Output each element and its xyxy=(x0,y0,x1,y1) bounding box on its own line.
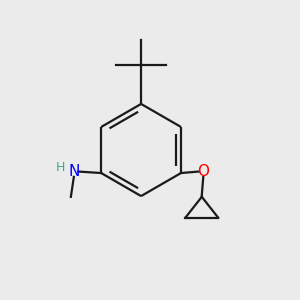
Text: N: N xyxy=(68,164,80,179)
Text: H: H xyxy=(56,161,65,175)
Text: O: O xyxy=(197,164,209,179)
